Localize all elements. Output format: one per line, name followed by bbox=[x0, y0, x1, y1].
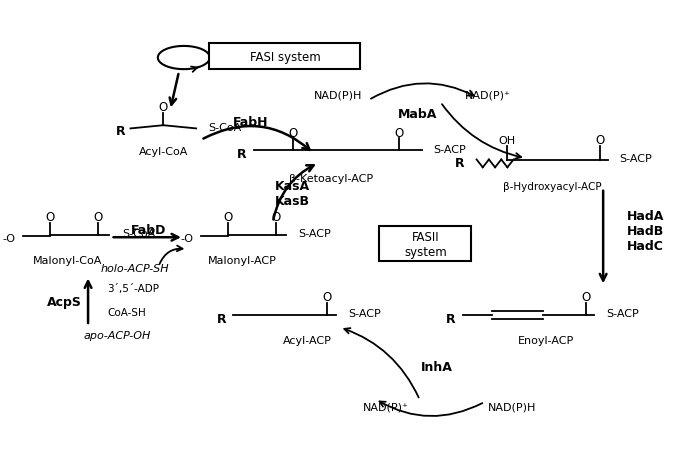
FancyBboxPatch shape bbox=[209, 44, 361, 70]
FancyBboxPatch shape bbox=[380, 226, 471, 262]
Text: S-ACP: S-ACP bbox=[433, 144, 466, 154]
Text: O: O bbox=[94, 211, 103, 224]
Text: O: O bbox=[289, 126, 298, 139]
Text: FabH: FabH bbox=[233, 116, 268, 129]
Text: S-ACP: S-ACP bbox=[298, 229, 331, 239]
Text: O: O bbox=[46, 211, 55, 224]
Text: NAD(P)H: NAD(P)H bbox=[314, 90, 362, 100]
Text: S-ACP: S-ACP bbox=[348, 308, 380, 319]
Text: Malonyl-CoA: Malonyl-CoA bbox=[33, 255, 103, 265]
Text: β-Ketoacyl-ACP: β-Ketoacyl-ACP bbox=[289, 174, 373, 184]
Text: HadA
HadB
HadC: HadA HadB HadC bbox=[627, 209, 664, 252]
Text: FASII
system: FASII system bbox=[404, 230, 447, 258]
Text: NAD(P)⁺: NAD(P)⁺ bbox=[363, 402, 409, 412]
Text: apo-ACP-OH: apo-ACP-OH bbox=[83, 330, 151, 340]
Text: FASI system: FASI system bbox=[250, 50, 321, 63]
Text: O: O bbox=[581, 291, 591, 303]
Text: InhA: InhA bbox=[421, 360, 453, 373]
Text: R: R bbox=[455, 157, 464, 170]
Text: S-ACP: S-ACP bbox=[619, 153, 652, 163]
Text: MabA: MabA bbox=[398, 108, 437, 121]
Text: O: O bbox=[395, 126, 404, 139]
Text: S-CoA: S-CoA bbox=[122, 229, 155, 239]
Text: holo-ACP-SH: holo-ACP-SH bbox=[100, 263, 169, 273]
Text: -O: -O bbox=[3, 234, 16, 244]
Text: O: O bbox=[159, 101, 168, 114]
Text: Enoyl-ACP: Enoyl-ACP bbox=[518, 335, 574, 345]
Text: R: R bbox=[237, 148, 247, 161]
Text: R: R bbox=[116, 125, 126, 138]
Text: Acyl-ACP: Acyl-ACP bbox=[283, 335, 332, 345]
Text: FabD: FabD bbox=[131, 224, 166, 237]
Text: Acyl-CoA: Acyl-CoA bbox=[138, 147, 188, 157]
Text: NAD(P)H: NAD(P)H bbox=[488, 402, 537, 412]
Text: R: R bbox=[217, 312, 226, 325]
Text: O: O bbox=[272, 211, 281, 224]
Text: CoA-SH: CoA-SH bbox=[107, 308, 146, 318]
Text: S-ACP: S-ACP bbox=[607, 308, 639, 319]
Text: KasA
KasB: KasA KasB bbox=[275, 180, 310, 208]
Text: O: O bbox=[224, 211, 233, 224]
Text: 3´,5´-ADP: 3´,5´-ADP bbox=[107, 284, 159, 294]
Text: O: O bbox=[323, 291, 332, 303]
Text: NAD(P)⁺: NAD(P)⁺ bbox=[465, 90, 511, 100]
Text: R: R bbox=[446, 312, 455, 325]
Text: -O: -O bbox=[181, 234, 194, 244]
Text: O: O bbox=[595, 134, 604, 147]
Text: β-Hydroxyacyl-ACP: β-Hydroxyacyl-ACP bbox=[502, 181, 601, 191]
Text: S-CoA: S-CoA bbox=[208, 123, 241, 133]
Text: OH: OH bbox=[499, 135, 516, 146]
Text: AcpS: AcpS bbox=[47, 295, 82, 308]
Text: Malonyl-ACP: Malonyl-ACP bbox=[208, 255, 277, 265]
